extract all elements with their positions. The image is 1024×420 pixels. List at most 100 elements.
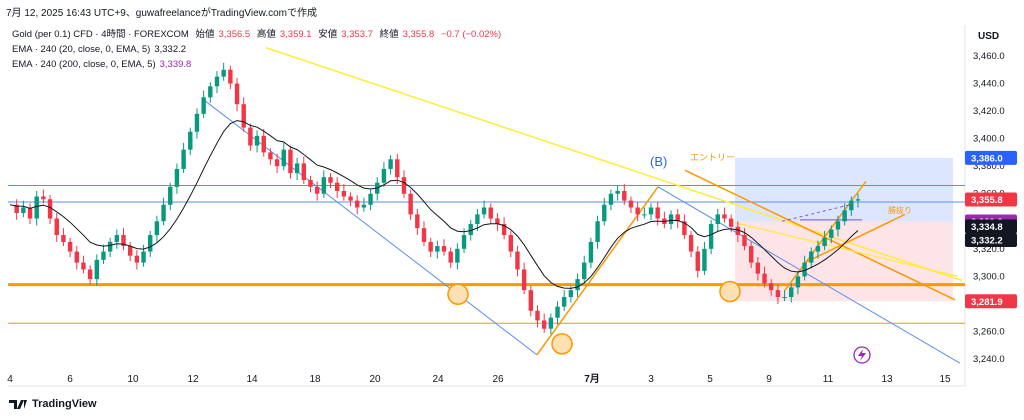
candle-body <box>768 283 774 291</box>
candle-body <box>748 246 754 263</box>
candle-body <box>341 190 347 197</box>
x-tick-label: 3 <box>648 374 654 385</box>
candle-body <box>582 262 587 280</box>
candle-body <box>541 320 547 329</box>
candle-body <box>435 246 440 252</box>
candle-body <box>481 207 487 215</box>
candle-body <box>401 177 407 194</box>
low-label: 安値 <box>318 29 338 40</box>
candle-body <box>141 251 146 263</box>
candle-body <box>361 204 367 208</box>
candle-body <box>815 246 821 252</box>
y-tick-label: 3,260.0 <box>973 326 1005 337</box>
candle-body <box>742 235 747 247</box>
candle-body <box>308 179 313 187</box>
candle-body <box>475 214 480 225</box>
candle-body <box>381 168 387 183</box>
candle-body <box>348 196 353 201</box>
x-tick-label: 6 <box>67 374 73 385</box>
candle-body <box>294 163 300 174</box>
candles <box>14 62 861 335</box>
ema200-label: EMA · 240 (200, close, 0, EMA, 5) <box>12 59 156 70</box>
candle-body <box>461 235 467 249</box>
legend-symbol-row: Gold (per 0.1) CFD · 4時間 · FOREXCOM 始値 3,… <box>12 27 505 42</box>
candle-body <box>568 290 574 298</box>
price-badge-label: 3,281.9 <box>971 297 1003 308</box>
candle-body <box>795 276 801 288</box>
candle-body <box>688 235 694 252</box>
candle-body <box>595 221 600 242</box>
candle-body <box>188 131 193 150</box>
candle-body <box>535 310 540 321</box>
yellow-down-line <box>734 222 959 277</box>
candle-body <box>708 224 714 249</box>
tradingview-brand[interactable]: TradingView <box>8 398 97 410</box>
candle-body <box>455 248 460 263</box>
candle-body <box>515 251 520 270</box>
candle-body <box>254 135 260 146</box>
x-tick-label: 13 <box>881 374 893 385</box>
pivot-circle-marker <box>551 333 573 355</box>
candle-body <box>508 235 513 252</box>
brand-text: TradingView <box>32 398 97 410</box>
candle-body <box>675 214 680 222</box>
candle-body <box>735 226 741 236</box>
ema200-value: 3,339.8 <box>159 59 192 70</box>
candle-body <box>762 273 767 284</box>
candle-body <box>628 200 634 208</box>
open-label: 始値 <box>195 29 215 40</box>
open-value: 3,356.5 <box>218 29 251 40</box>
high-label: 高値 <box>256 29 276 40</box>
currency-label[interactable]: USD <box>978 31 1000 42</box>
x-tick-label: 5 <box>707 374 713 385</box>
legend-ema20-row[interactable]: EMA · 240 (20, close, 0, EMA, 5) 3,332.2 <box>12 42 505 57</box>
candle-body <box>715 214 720 225</box>
candle-body <box>168 186 173 205</box>
ema-lines <box>9 120 859 289</box>
candle-body <box>161 204 166 222</box>
candle-body <box>642 214 647 216</box>
drawing-lines <box>8 47 965 364</box>
candle-body <box>448 251 453 263</box>
candle-body <box>221 69 226 77</box>
candle-body <box>101 251 106 260</box>
candle-body <box>388 159 393 169</box>
candle-body <box>855 199 861 201</box>
x-tick-label: 14 <box>246 374 258 385</box>
candle-body <box>782 297 787 299</box>
ema20-line <box>9 120 859 289</box>
symbol-name[interactable]: Gold (per 0.1) CFD · 4時間 · FOREXCOM <box>12 29 189 40</box>
y-tick-label: 3,400.0 <box>973 134 1005 145</box>
candle-body <box>655 207 660 219</box>
candle-body <box>281 149 286 167</box>
candle-body <box>154 221 160 236</box>
candle-body <box>41 196 46 200</box>
price-badge-bg <box>965 192 1017 207</box>
candle-body <box>501 224 507 236</box>
candle-body <box>268 152 273 160</box>
candle-body <box>321 177 327 194</box>
candle-body <box>134 255 140 263</box>
candle-body <box>241 104 246 128</box>
low-value: 3,353.7 <box>341 29 373 40</box>
blue-down-line <box>657 186 961 364</box>
candle-body <box>702 248 707 271</box>
candle-body <box>121 235 126 247</box>
candle-body <box>54 218 59 236</box>
x-tick-label: 7月 <box>584 373 600 385</box>
entry-label: エントリー <box>690 153 735 163</box>
candle-body <box>829 229 834 238</box>
legend-ema200-row[interactable]: EMA · 240 (200, close, 0, EMA, 5) 3,339.8 <box>12 57 505 72</box>
price-badge-bg <box>965 233 1017 248</box>
candle-body <box>234 83 240 105</box>
x-tick-label: 10 <box>127 374 139 385</box>
candle-body <box>228 69 233 84</box>
candle-body <box>355 200 360 208</box>
close-label: 終値 <box>379 29 399 40</box>
orange-up-line-2 <box>804 213 906 264</box>
candle-body <box>328 177 333 183</box>
x-tick-label: 11 <box>823 374 834 385</box>
candle-body <box>648 207 654 215</box>
